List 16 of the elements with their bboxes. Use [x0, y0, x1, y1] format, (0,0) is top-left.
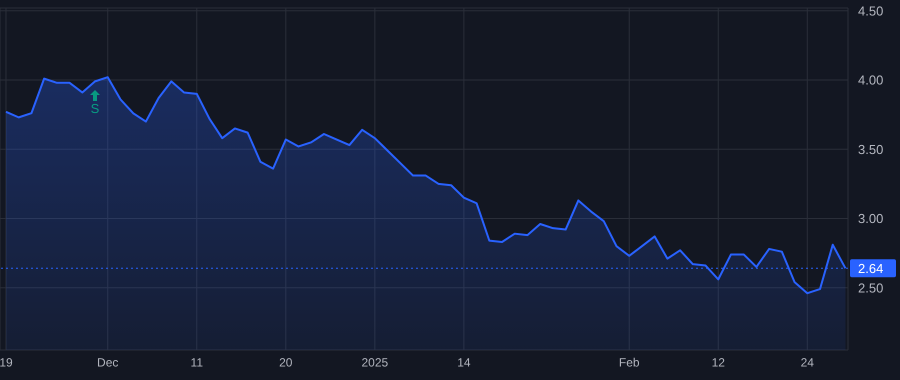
- ref-line-label: 2.64: [858, 260, 884, 276]
- y-tick-label: 3.00: [858, 211, 884, 226]
- x-tick-label: 2025: [361, 356, 389, 370]
- x-tick-label: 19: [0, 356, 13, 370]
- x-tick-label: 12: [712, 356, 726, 370]
- y-tick-label: 2.50: [858, 280, 884, 296]
- x-tick-label: Feb: [618, 356, 640, 370]
- y-tick-label: 3.50: [858, 142, 884, 157]
- annotation: S: [90, 101, 100, 116]
- x-tick-label: 11: [190, 356, 204, 370]
- x-tick-label: Dec: [97, 356, 118, 370]
- x-tick-label: 14: [457, 356, 471, 370]
- x-tick-label: 20: [279, 356, 293, 370]
- y-tick-label: 4.00: [858, 72, 884, 88]
- x-tick-label: 24: [800, 356, 814, 370]
- y-tick-label: 4.50: [858, 3, 884, 18]
